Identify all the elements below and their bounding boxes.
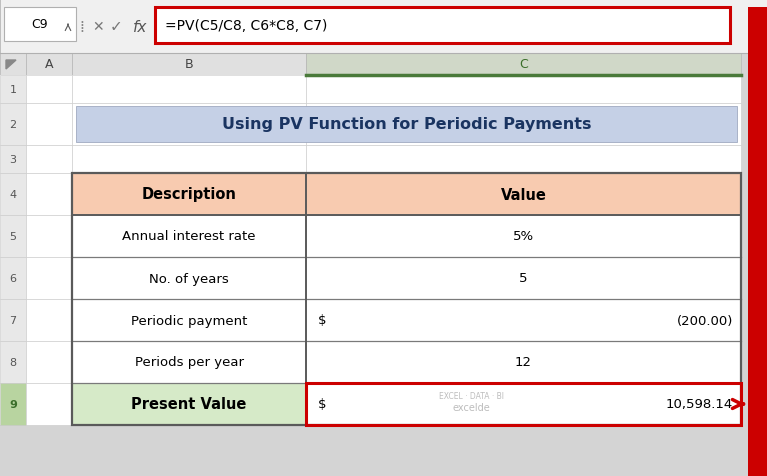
Text: 5: 5 — [519, 272, 528, 285]
Bar — [306, 216, 741, 258]
Bar — [306, 383, 741, 425]
Text: 2: 2 — [9, 120, 17, 130]
Text: 7: 7 — [9, 315, 17, 325]
Bar — [72, 174, 306, 216]
Bar — [306, 258, 741, 299]
Bar — [72, 341, 306, 383]
Bar — [26, 299, 72, 341]
Text: excelde: excelde — [453, 402, 490, 412]
Text: Periodic payment: Periodic payment — [131, 314, 247, 327]
Bar — [76, 107, 737, 143]
Bar — [72, 104, 306, 146]
Text: 10,598.14: 10,598.14 — [666, 397, 733, 411]
Text: ⁞: ⁞ — [80, 20, 84, 34]
Bar — [72, 76, 306, 104]
Text: ✓: ✓ — [110, 20, 123, 34]
Text: Periods per year: Periods per year — [134, 356, 243, 369]
Bar — [306, 383, 741, 425]
Text: Using PV Function for Periodic Payments: Using PV Function for Periodic Payments — [222, 117, 591, 132]
Bar — [0, 76, 26, 104]
Bar — [306, 76, 741, 104]
Bar — [0, 383, 26, 425]
Bar — [0, 146, 26, 174]
Text: ✕: ✕ — [92, 20, 104, 34]
Text: C9: C9 — [31, 19, 48, 31]
Bar — [306, 54, 741, 76]
Text: No. of years: No. of years — [149, 272, 229, 285]
Text: B: B — [185, 59, 193, 71]
Bar — [748, 8, 767, 476]
Bar — [72, 383, 306, 425]
Bar — [0, 104, 26, 146]
Text: 1: 1 — [9, 85, 17, 95]
Text: 6: 6 — [9, 273, 17, 283]
Bar — [72, 216, 306, 258]
Text: C: C — [519, 59, 528, 71]
Text: 9: 9 — [9, 399, 17, 409]
Text: 4: 4 — [9, 189, 17, 199]
Text: (200.00): (200.00) — [676, 314, 733, 327]
Text: 12: 12 — [515, 356, 532, 369]
Bar — [72, 54, 306, 76]
Bar — [0, 341, 26, 383]
Text: $: $ — [318, 397, 327, 411]
Text: fx: fx — [133, 20, 147, 34]
Bar — [0, 216, 26, 258]
Polygon shape — [6, 61, 16, 70]
Bar — [306, 104, 741, 146]
Bar — [0, 0, 767, 54]
Text: A: A — [44, 59, 53, 71]
Bar — [26, 258, 72, 299]
Bar — [306, 299, 741, 341]
Bar — [0, 174, 26, 216]
Text: Annual interest rate: Annual interest rate — [122, 230, 255, 243]
Text: 3: 3 — [9, 155, 17, 165]
Text: $: $ — [318, 314, 327, 327]
Bar — [72, 146, 306, 174]
Bar — [306, 383, 741, 425]
Bar — [26, 76, 72, 104]
Bar — [26, 54, 72, 76]
Text: 8: 8 — [9, 357, 17, 367]
Text: Value: Value — [501, 187, 546, 202]
Text: 5%: 5% — [513, 230, 534, 243]
Bar — [0, 76, 741, 425]
Bar — [26, 341, 72, 383]
Bar — [26, 174, 72, 216]
Bar — [72, 174, 741, 425]
Bar — [306, 146, 741, 174]
Bar — [72, 174, 306, 216]
Bar — [306, 174, 741, 216]
Bar — [26, 104, 72, 146]
Bar — [72, 299, 306, 341]
Bar — [72, 258, 306, 299]
Bar — [72, 383, 306, 425]
Bar — [0, 258, 26, 299]
Bar — [306, 174, 741, 216]
Bar — [26, 216, 72, 258]
Text: Present Value: Present Value — [131, 397, 247, 412]
Text: =PV(C5/C8, C6*C8, C7): =PV(C5/C8, C6*C8, C7) — [165, 19, 328, 33]
Bar — [0, 299, 26, 341]
Bar — [306, 341, 741, 383]
Bar — [26, 146, 72, 174]
Bar — [155, 8, 730, 44]
Text: Description: Description — [142, 187, 236, 202]
Text: EXCEL · DATA · BI: EXCEL · DATA · BI — [439, 392, 504, 401]
Text: 5: 5 — [9, 231, 17, 241]
Bar — [4, 8, 76, 42]
Bar — [26, 383, 72, 425]
Bar — [0, 54, 26, 76]
